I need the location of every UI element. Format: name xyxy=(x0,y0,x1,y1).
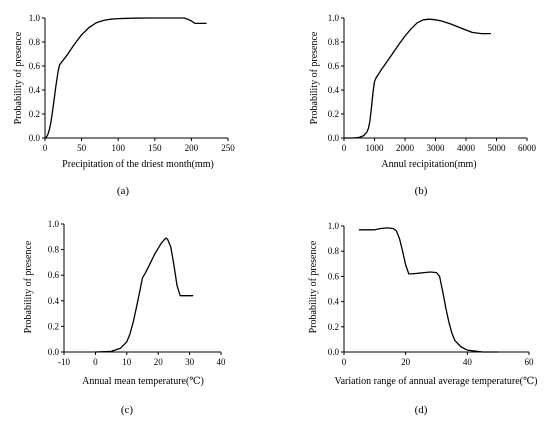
y-tick-label: 1.0 xyxy=(328,221,340,231)
panel-c: Probability of presence Annual mean temp… xyxy=(23,219,226,416)
x-tick-label: -10 xyxy=(58,357,70,367)
y-tick-label: 0.4 xyxy=(328,297,340,307)
y-tick-label: 0.0 xyxy=(48,347,60,357)
x-tick-label: 20 xyxy=(401,357,411,367)
x-tick-label: 40 xyxy=(217,357,227,367)
x-tick-label: 5000 xyxy=(488,143,507,153)
y-tick-label: 0.0 xyxy=(328,133,340,143)
y-tick-label: 0.0 xyxy=(328,347,340,357)
panel-d: Probability of presence Variation range … xyxy=(308,221,538,416)
series-line-a xyxy=(44,17,207,139)
x-tick-label: 60 xyxy=(525,357,535,367)
axes-a: 0.0 0.2 0.4 0.6 0.8 1.0 0 50 100 150 200 250 xyxy=(29,13,236,153)
x-tick-label: 250 xyxy=(221,143,235,153)
x-tick-label: 10 xyxy=(122,357,132,367)
y-tick-label: 0.6 xyxy=(29,61,41,71)
panel-label-c: (c) xyxy=(121,404,134,416)
panel-label-b: (b) xyxy=(415,185,428,197)
x-axis-label-c: Annual mean temperature(℃) xyxy=(82,376,204,387)
y-axis-label-d: Probability of presence xyxy=(308,240,319,333)
x-tick-label: 0 xyxy=(342,357,347,367)
y-tick-label: 0.4 xyxy=(48,296,60,306)
axes-b: 0.0 0.2 0.4 0.6 0.8 1.0 0 1000 2000 3000 4000 5000 6… xyxy=(328,13,537,153)
x-axis-label-b: Annul recipitation(mm) xyxy=(381,159,476,170)
series-line-b xyxy=(343,18,492,139)
x-tick-label: 50 xyxy=(77,143,87,153)
y-tick-label: 0.8 xyxy=(328,246,340,256)
x-tick-label: 4000 xyxy=(457,143,476,153)
series-line-c xyxy=(94,237,194,353)
x-tick-label: 6000 xyxy=(518,143,537,153)
x-tick-label: 3000 xyxy=(427,143,446,153)
y-tick-label: 0.6 xyxy=(328,271,340,281)
x-tick-label: 0 xyxy=(342,143,347,153)
x-tick-label: 0 xyxy=(43,143,48,153)
y-axis-label-a: Probability of presence xyxy=(13,31,24,124)
panel-b: Probability of presence Annul recipitati… xyxy=(309,13,537,197)
panel-label-d: (d) xyxy=(415,404,428,416)
y-tick-label: 0.6 xyxy=(328,61,340,71)
y-tick-label: 0.4 xyxy=(328,85,340,95)
y-tick-label: 0.2 xyxy=(48,321,59,331)
x-axis-label-a: Precipitation of the driest month(mm) xyxy=(62,159,214,170)
y-axis-label-c: Probability of presence xyxy=(23,240,34,333)
y-tick-label: 0.8 xyxy=(48,245,60,255)
y-tick-label: 0.4 xyxy=(29,85,41,95)
series-line-d xyxy=(358,227,499,353)
y-tick-label: 0.0 xyxy=(29,133,41,143)
axes-d: 0.0 0.2 0.4 0.6 0.8 1.0 0 20 40 60 xyxy=(328,221,534,367)
y-tick-label: 0.2 xyxy=(29,109,40,119)
x-axis-label-d: Variation range of annual average temper… xyxy=(334,376,537,387)
panel-label-a: (a) xyxy=(117,185,130,197)
x-tick-label: 100 xyxy=(111,143,125,153)
y-tick-label: 0.8 xyxy=(29,37,41,47)
x-tick-label: 0 xyxy=(93,357,98,367)
y-tick-label: 1.0 xyxy=(48,219,60,229)
x-tick-label: 40 xyxy=(463,357,473,367)
y-tick-label: 0.8 xyxy=(328,37,340,47)
y-tick-label: 0.6 xyxy=(48,270,60,280)
x-tick-label: 30 xyxy=(185,357,195,367)
y-axis-label-b: Probability of presence xyxy=(309,31,320,124)
y-tick-label: 0.2 xyxy=(328,322,339,332)
x-tick-label: 1000 xyxy=(366,143,385,153)
y-tick-label: 1.0 xyxy=(29,13,41,23)
axes-c: 0.0 0.2 0.4 0.6 0.8 1.0 -10 0 10 20 30 40 xyxy=(48,219,226,367)
x-tick-label: 150 xyxy=(148,143,162,153)
x-tick-label: 20 xyxy=(154,357,164,367)
y-tick-label: 1.0 xyxy=(328,13,340,23)
x-tick-label: 2000 xyxy=(396,143,415,153)
x-tick-label: 200 xyxy=(185,143,199,153)
panel-a: Probability of presence Precipitation of… xyxy=(13,13,235,197)
y-tick-label: 0.2 xyxy=(328,109,339,119)
